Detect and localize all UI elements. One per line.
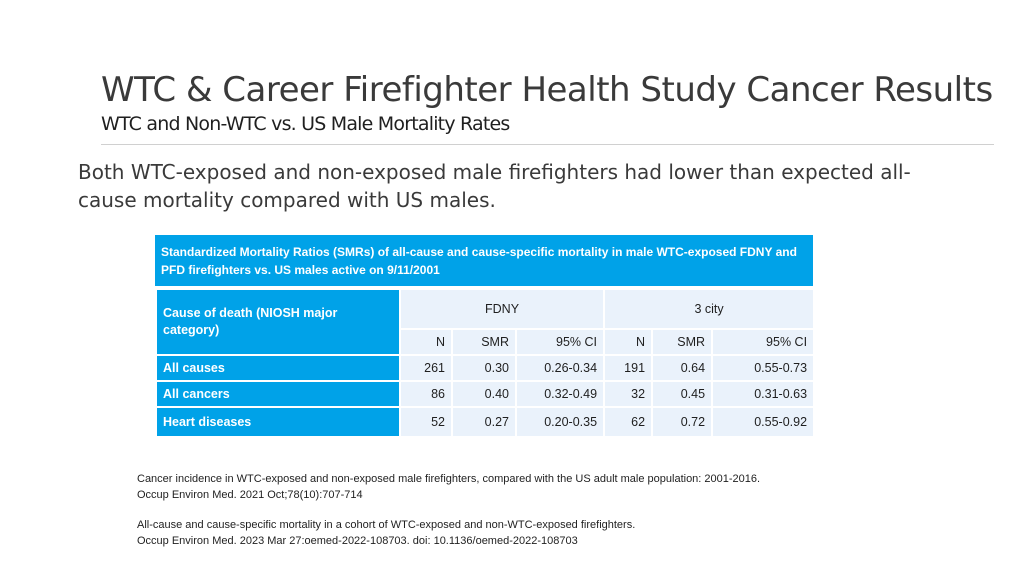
- reference-title: Cancer incidence in WTC-exposed and non-…: [137, 473, 761, 485]
- reference-citation: Occup Environ Med. 2021 Oct;78(10):707-7…: [137, 488, 363, 501]
- row-label: All cancers: [155, 380, 401, 408]
- table-cell: 0.72: [651, 406, 714, 438]
- table-cell: 86: [399, 380, 453, 408]
- group-header-3city: 3 city: [603, 288, 816, 330]
- table-cell: 62: [603, 406, 654, 438]
- subheader-ci: 95% CI: [711, 328, 816, 356]
- row-label: All causes: [155, 354, 401, 382]
- subheader-row: N SMR 95% CI N SMR 95% CI: [156, 328, 816, 356]
- slide-subtitle: WTC and Non-WTC vs. US Male Mortality Ra…: [101, 113, 510, 135]
- table-cell: 0.64: [651, 354, 714, 382]
- subheader-ci: 95% CI: [514, 328, 606, 356]
- smr-table: Standardized Mortality Ratios (SMRs) of …: [155, 235, 816, 438]
- table-cell: 0.55-0.73: [711, 354, 816, 382]
- table-row: All cancers 86 0.40 0.32-0.49 32 0.45 0.…: [155, 380, 816, 408]
- table-cell: 0.30: [451, 354, 517, 382]
- subheader-smr: SMR: [651, 328, 714, 356]
- row-label: Heart diseases: [155, 406, 401, 438]
- reference-citation: Occup Environ Med. 2023 Mar 27:oemed-202…: [137, 534, 578, 547]
- subheader-n: N: [399, 328, 453, 356]
- table-row: Heart diseases 52 0.27 0.20-0.35 62 0.72…: [155, 406, 816, 438]
- slide-title: WTC & Career Firefighter Health Study Ca…: [101, 70, 993, 110]
- body-text: Both WTC-exposed and non-exposed male fi…: [78, 160, 911, 212]
- table-cell: 191: [603, 354, 654, 382]
- table-cell: 0.27: [451, 406, 517, 438]
- table-cell: 0.40: [451, 380, 517, 408]
- subheader-smr: SMR: [451, 328, 517, 356]
- table-cell: 0.32-0.49: [514, 380, 606, 408]
- subheader-n: N: [603, 328, 654, 356]
- reference-title: All-cause and cause-specific mortality i…: [137, 519, 636, 531]
- table-cell: 261: [399, 354, 453, 382]
- group-header-fdny: FDNY: [398, 288, 606, 330]
- table-cell: 0.31-0.63: [711, 380, 816, 408]
- table-cell: 52: [399, 406, 453, 438]
- table-caption: Standardized Mortality Ratios (SMRs) of …: [155, 235, 813, 288]
- table-cell: 0.20-0.35: [514, 406, 606, 438]
- title-divider: [101, 144, 994, 145]
- table-cell: 0.26-0.34: [514, 354, 606, 382]
- table-cell: 0.45: [651, 380, 714, 408]
- cause-column-header: Cause of death (NIOSH major category): [155, 288, 401, 356]
- table-cell: 32: [603, 380, 654, 408]
- table-row: All causes 261 0.30 0.26-0.34 191 0.64 0…: [155, 354, 816, 382]
- references: Cancer incidence in WTC-exposed and non-…: [137, 472, 760, 549]
- table-cell: 0.55-0.92: [711, 406, 816, 438]
- smr-table-grid: Cause of death (NIOSH major category) FD…: [155, 288, 816, 438]
